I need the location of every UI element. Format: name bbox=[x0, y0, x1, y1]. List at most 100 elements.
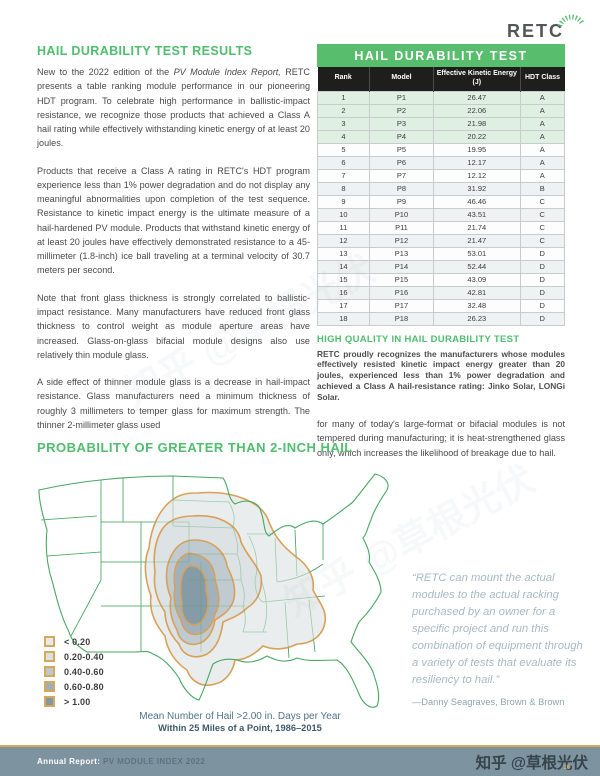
body-paragraph: A side effect of thinner module glass is… bbox=[37, 377, 310, 430]
table-cell: A bbox=[519, 103, 566, 118]
footer-report-title: Annual Report: PV MODULE INDEX 2022 bbox=[37, 757, 205, 766]
table-row: 6 P6 12.17 A bbox=[317, 155, 566, 170]
table-cell: 13 bbox=[317, 246, 370, 261]
table-column-header: Rank bbox=[317, 67, 370, 91]
table-row: 4 P4 20.22 A bbox=[317, 129, 566, 144]
table-cell: P15 bbox=[368, 272, 435, 287]
table-cell: D bbox=[519, 259, 566, 274]
table-cell: A bbox=[519, 129, 566, 144]
table-cell: 31.92 bbox=[433, 181, 521, 196]
table-cell: 42.81 bbox=[433, 285, 521, 300]
table-cell: 21.98 bbox=[433, 116, 521, 131]
pull-quote-attribution: —Danny Seagraves, Brown & Brown bbox=[412, 696, 565, 707]
table-cell: P6 bbox=[368, 155, 435, 170]
body-paragraph: New to the 2022 edition of the PV Module… bbox=[37, 67, 310, 149]
right-column: HAIL DURABILITY TEST Rank Model Effective … bbox=[317, 44, 566, 460]
table-cell: B bbox=[519, 181, 566, 196]
table-cell: 52.44 bbox=[433, 259, 521, 274]
legend-label: < 0.20 bbox=[64, 636, 91, 647]
footer-title: PV MODULE INDEX 2022 bbox=[100, 757, 206, 766]
table-cell: A bbox=[519, 155, 566, 170]
legend-label: > 1.00 bbox=[64, 696, 91, 707]
table-cell: P9 bbox=[368, 194, 435, 209]
table-banner: HAIL DURABILITY TEST bbox=[317, 44, 565, 67]
map-legend: < 0.20 0.20-0.40 0.40-0.60 0.60-0.80 > 1.00 bbox=[44, 636, 104, 711]
table-cell: 32.48 bbox=[433, 298, 521, 313]
zhihu-watermark: 知乎 @草根光伏 bbox=[475, 754, 588, 772]
table-cell: 26.23 bbox=[433, 311, 521, 326]
table-cell: 14 bbox=[317, 259, 370, 274]
table-cell: 3 bbox=[317, 116, 370, 131]
table-cell: 21.74 bbox=[433, 220, 521, 235]
table-cell: 10 bbox=[317, 207, 370, 222]
table-cell: P5 bbox=[368, 142, 435, 157]
table-cell: 4 bbox=[317, 129, 370, 144]
map-caption-line1: Mean Number of Hail >2.00 in. Days per Y… bbox=[139, 711, 341, 722]
table-row: 17 P17 32.48 D bbox=[317, 298, 566, 313]
table-cell: D bbox=[519, 311, 566, 326]
table-cell: 53.01 bbox=[433, 246, 521, 261]
table-cell: 17 bbox=[317, 298, 370, 313]
table-cell: C bbox=[519, 220, 566, 235]
table-cell: C bbox=[519, 207, 566, 222]
table-cell: C bbox=[519, 233, 566, 248]
continued-paragraph: for many of today's large-format or bifa… bbox=[317, 419, 565, 458]
table-row: 12 P12 21.47 C bbox=[317, 233, 566, 248]
table-cell: 43.09 bbox=[433, 272, 521, 287]
page-number: 16 bbox=[563, 765, 570, 771]
table-cell: P7 bbox=[368, 168, 435, 183]
table-cell: P14 bbox=[368, 259, 435, 274]
table-cell: 8 bbox=[317, 181, 370, 196]
table-cell: P1 bbox=[368, 90, 435, 105]
table-cell: 6 bbox=[317, 155, 370, 170]
table-row: 2 P2 22.06 A bbox=[317, 103, 566, 118]
map-section-heading: PROBABILITY OF GREATER THAN 2-INCH HAIL bbox=[37, 440, 353, 455]
pull-quote-text: “RETC can mount the actual modules to th… bbox=[412, 572, 583, 686]
legend-item: 0.60-0.80 bbox=[44, 681, 104, 692]
table-cell: D bbox=[519, 285, 566, 300]
retc-logo-text: RETC bbox=[507, 21, 564, 41]
table-row: 15 P15 43.09 D bbox=[317, 272, 566, 287]
table-cell: P18 bbox=[368, 311, 435, 326]
footer-label: Annual Report: bbox=[37, 757, 101, 766]
us-map-svg bbox=[38, 473, 389, 708]
table-cell: 46.46 bbox=[433, 194, 521, 209]
table-row: 1 P1 26.47 A bbox=[317, 90, 566, 105]
table-cell: 7 bbox=[317, 168, 370, 183]
table-cell: 12.12 bbox=[433, 168, 521, 183]
table-cell: A bbox=[519, 142, 566, 157]
table-row: 13 P13 53.01 D bbox=[317, 246, 566, 261]
legend-item: 0.40-0.60 bbox=[44, 666, 104, 677]
table-cell: C bbox=[519, 194, 566, 209]
table-cell: P3 bbox=[368, 116, 435, 131]
table-cell: 26.47 bbox=[433, 90, 521, 105]
table-cell: 22.06 bbox=[433, 103, 521, 118]
map-caption-line2: Within 25 Miles of a Point, 1986–2015 bbox=[158, 723, 322, 733]
legend-item: < 0.20 bbox=[44, 636, 104, 647]
table-cell: P4 bbox=[368, 129, 435, 144]
body-paragraph: Note that front glass thickness is stron… bbox=[37, 292, 310, 360]
legend-swatch bbox=[44, 651, 55, 662]
legend-swatch bbox=[44, 636, 55, 647]
table-cell: 20.22 bbox=[433, 129, 521, 144]
table-cell: P2 bbox=[368, 103, 435, 118]
table-column-header: Effective Kinetic Energy (J) bbox=[433, 67, 521, 91]
high-quality-body: RETC proudly recognizes the manufacturer… bbox=[317, 348, 565, 403]
legend-label: 0.40-0.60 bbox=[64, 666, 104, 677]
table-row: 10 P10 43.51 C bbox=[317, 207, 566, 222]
table-row: 9 P9 46.46 C bbox=[317, 194, 566, 209]
table-cell: 15 bbox=[317, 272, 370, 287]
table-cell: D bbox=[519, 298, 566, 313]
table-cell: D bbox=[519, 246, 566, 261]
footer-bar: Annual Report: PV MODULE INDEX 2022 知乎 @… bbox=[0, 745, 600, 776]
table-cell: 16 bbox=[317, 285, 370, 300]
table-cell: P8 bbox=[368, 181, 435, 196]
table-cell: A bbox=[519, 90, 566, 105]
section-heading-hdt-results: HAIL DURABILITY TEST RESULTS bbox=[37, 44, 253, 58]
map-caption: Mean Number of Hail >2.00 in. Days per Y… bbox=[85, 711, 395, 733]
table-column-header: Model bbox=[369, 67, 435, 91]
table-cell: 43.51 bbox=[433, 207, 521, 222]
table-cell: 1 bbox=[317, 90, 370, 105]
table-cell: 2 bbox=[317, 103, 370, 118]
table-cell: 5 bbox=[317, 142, 370, 157]
